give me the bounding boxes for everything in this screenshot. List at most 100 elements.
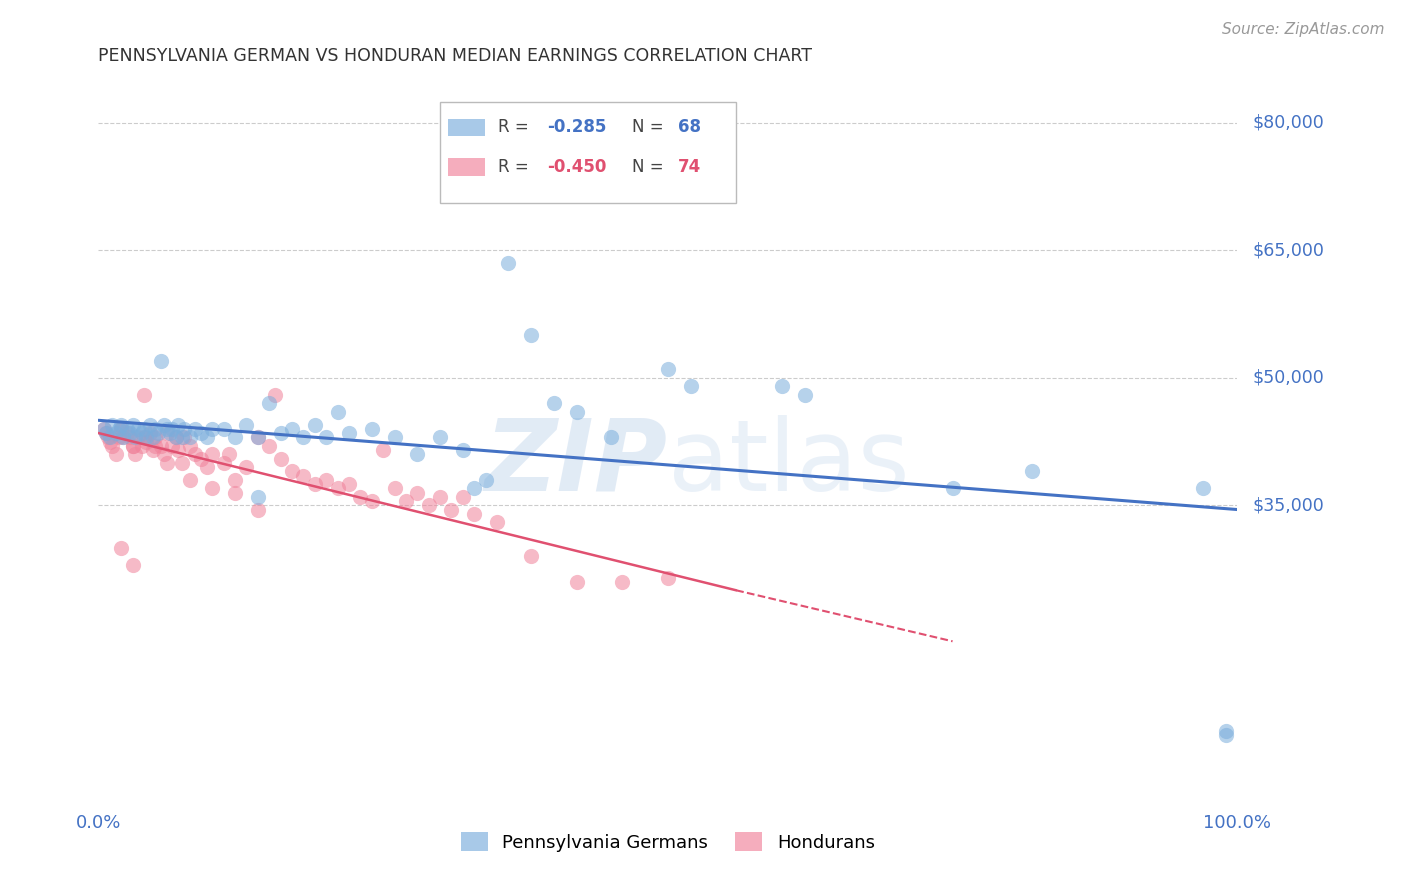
Point (132, 388, 155, 402)
Point (110, 422, 132, 436)
Point (384, 481, 406, 495)
Point (138, 425, 160, 440)
Point (315, 430, 337, 444)
Text: ZIP: ZIP (485, 415, 668, 512)
Point (101, 417, 124, 432)
Point (142, 430, 165, 444)
Point (167, 443, 190, 458)
Point (112, 430, 135, 444)
Point (124, 447, 146, 461)
Point (115, 422, 138, 436)
Point (270, 425, 292, 440)
Point (121, 439, 143, 453)
Point (156, 425, 179, 440)
Text: $50,000: $50,000 (1253, 368, 1324, 387)
Point (195, 430, 218, 444)
Point (264, 388, 287, 402)
Point (281, 422, 304, 436)
Point (135, 434, 157, 449)
Text: 68: 68 (678, 119, 700, 136)
Point (142, 443, 165, 458)
Point (184, 447, 207, 461)
Point (474, 473, 496, 487)
Point (156, 456, 179, 470)
Text: N =: N = (633, 119, 669, 136)
Point (131, 439, 153, 453)
Point (235, 460, 257, 475)
Point (201, 481, 224, 495)
Point (110, 422, 132, 436)
Point (108, 430, 131, 444)
Point (246, 430, 269, 444)
Point (179, 473, 201, 487)
Point (167, 417, 190, 432)
Point (153, 447, 176, 461)
Point (98, 434, 121, 449)
Point (150, 439, 173, 453)
Text: 74: 74 (678, 158, 702, 176)
Point (127, 422, 149, 436)
Point (463, 481, 485, 495)
Point (121, 417, 143, 432)
Point (162, 422, 184, 436)
Point (451, 443, 474, 458)
Point (138, 417, 160, 432)
Point (406, 447, 429, 461)
Point (337, 425, 360, 440)
Point (212, 456, 235, 470)
Point (124, 430, 146, 444)
Point (1021, 464, 1043, 478)
Point (112, 430, 135, 444)
Point (292, 468, 315, 483)
Point (201, 447, 224, 461)
Point (224, 473, 246, 487)
Point (120, 430, 142, 444)
Point (173, 422, 195, 436)
Point (463, 507, 485, 521)
Point (246, 490, 269, 504)
Point (162, 439, 184, 453)
Point (170, 456, 193, 470)
Point (235, 417, 257, 432)
Point (304, 417, 326, 432)
Text: R =: R = (498, 119, 534, 136)
Point (600, 430, 623, 444)
Point (246, 430, 269, 444)
Text: $80,000: $80,000 (1253, 114, 1324, 132)
Point (520, 328, 543, 343)
Point (565, 574, 588, 589)
Point (451, 490, 474, 504)
Point (429, 490, 451, 504)
Point (418, 498, 440, 512)
Point (1215, 723, 1237, 738)
Text: N =: N = (633, 158, 669, 176)
Point (159, 425, 181, 440)
Point (93, 422, 115, 436)
Point (270, 451, 292, 466)
Text: -0.450: -0.450 (547, 158, 606, 176)
Point (201, 422, 224, 436)
Point (259, 439, 281, 453)
Point (104, 425, 127, 440)
Point (565, 405, 588, 419)
Point (770, 379, 793, 393)
Point (543, 396, 565, 410)
Point (121, 439, 143, 453)
Point (101, 439, 124, 453)
Point (110, 417, 132, 432)
Point (326, 405, 349, 419)
Point (150, 353, 173, 368)
Point (173, 430, 195, 444)
Point (218, 447, 240, 461)
Point (429, 430, 451, 444)
Point (121, 558, 143, 572)
FancyBboxPatch shape (449, 158, 485, 176)
Point (246, 502, 269, 516)
Point (153, 417, 176, 432)
Point (371, 443, 394, 458)
Point (281, 464, 304, 478)
Point (131, 425, 153, 440)
Point (349, 490, 371, 504)
Point (179, 430, 201, 444)
Point (520, 549, 543, 564)
